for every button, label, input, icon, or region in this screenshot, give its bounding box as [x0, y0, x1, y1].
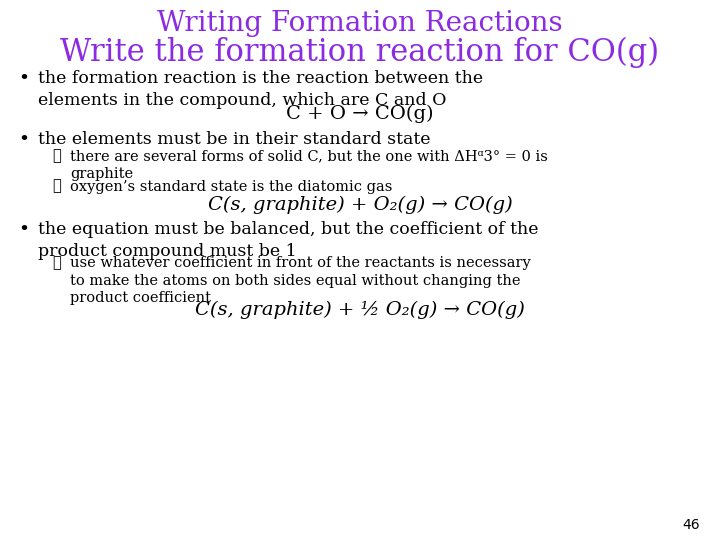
- Text: Write the formation reaction for CO(g): Write the formation reaction for CO(g): [60, 37, 660, 68]
- Text: Writing Formation Reactions: Writing Formation Reactions: [157, 10, 563, 37]
- Text: the elements must be in their standard state: the elements must be in their standard s…: [38, 131, 431, 148]
- Text: C(s, graphite) + ½ O₂(g) → CO(g): C(s, graphite) + ½ O₂(g) → CO(g): [195, 300, 525, 319]
- Text: •: •: [18, 70, 29, 88]
- Text: •: •: [18, 131, 29, 149]
- Text: C(s, graphite) + O₂(g) → CO(g): C(s, graphite) + O₂(g) → CO(g): [207, 195, 513, 214]
- Text: oxygen’s standard state is the diatomic gas: oxygen’s standard state is the diatomic …: [70, 179, 392, 193]
- Text: the equation must be balanced, but the coefficient of the
product compound must : the equation must be balanced, but the c…: [38, 221, 539, 260]
- Text: 46: 46: [683, 518, 700, 532]
- Text: ✓: ✓: [52, 179, 60, 193]
- Text: use whatever coefficient in front of the reactants is necessary
to make the atom: use whatever coefficient in front of the…: [70, 256, 531, 305]
- Text: •: •: [18, 221, 29, 240]
- Text: ✓: ✓: [52, 256, 60, 271]
- Text: there are several forms of solid C, but the one with ΔHᵅ3° = 0 is
graphite: there are several forms of solid C, but …: [70, 150, 548, 181]
- Text: the formation reaction is the reaction between the
elements in the compound, whi: the formation reaction is the reaction b…: [38, 70, 483, 109]
- Text: ✓: ✓: [52, 150, 60, 164]
- Text: C + O → CO(g): C + O → CO(g): [287, 105, 433, 123]
